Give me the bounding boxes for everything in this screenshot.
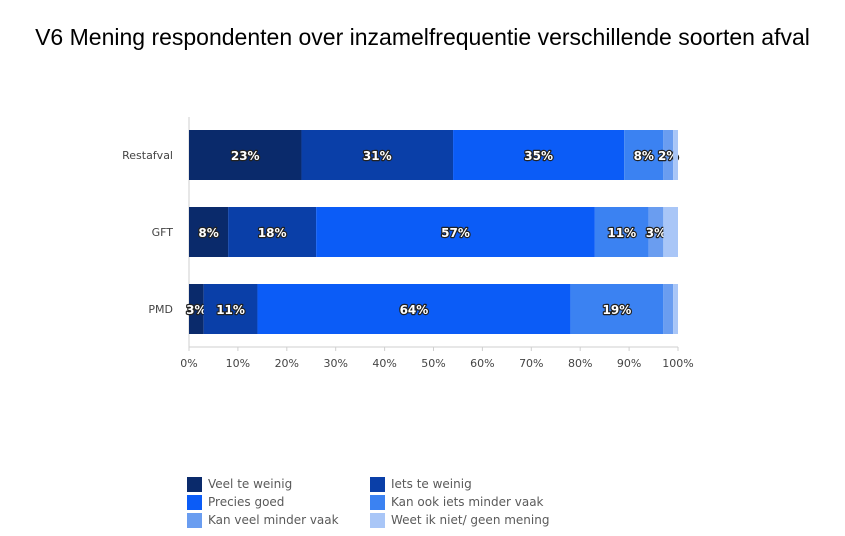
- x-tick-label: 70%: [519, 357, 543, 370]
- data-label: 3%: [646, 226, 666, 240]
- data-label: 19%: [603, 303, 632, 317]
- legend-label: Weet ik niet/ geen mening: [391, 513, 550, 527]
- bar-segment: [673, 130, 678, 180]
- legend-item-iets-te-weinig[interactable]: Iets te weinig: [370, 476, 553, 492]
- x-tick-label: 10%: [226, 357, 250, 370]
- legend-swatch: [187, 494, 202, 510]
- legend-label: Iets te weinig: [391, 477, 472, 491]
- bar-segment: [203, 284, 258, 334]
- legend-item-precies-goed[interactable]: Precies goed: [187, 494, 370, 510]
- bar-segment: [316, 207, 595, 257]
- bar-segment: [257, 284, 571, 334]
- legend-label: Veel te weinig: [208, 477, 293, 491]
- x-tick-label: 40%: [372, 357, 396, 370]
- bar-segment: [189, 207, 229, 257]
- legend-item-veel-te-weinig[interactable]: Veel te weinig: [187, 476, 370, 492]
- bar-segment: [663, 284, 674, 334]
- data-label: 3%: [186, 303, 206, 317]
- x-tick-label: 20%: [275, 357, 299, 370]
- bar-segment: [594, 207, 649, 257]
- bar-segment: [663, 207, 678, 257]
- data-label: 35%: [524, 149, 553, 163]
- category-label: GFT: [152, 226, 174, 239]
- bar-segment: [648, 207, 664, 257]
- data-label: 8%: [634, 149, 654, 163]
- legend: Veel te weinig Iets te weinig Precies go…: [187, 476, 553, 528]
- x-tick-label: 80%: [568, 357, 592, 370]
- legend-swatch: [187, 512, 202, 528]
- legend-label: Kan ook iets minder vaak: [391, 495, 544, 509]
- x-tick-label: 30%: [323, 357, 347, 370]
- bar-segment: [624, 130, 664, 180]
- data-label: 18%: [258, 226, 287, 240]
- bar-segment: [453, 130, 625, 180]
- data-label: 57%: [441, 226, 470, 240]
- data-label: 11%: [216, 303, 245, 317]
- bar-segment: [228, 207, 317, 257]
- legend-item-kan-ook-iets-minder-vaak[interactable]: Kan ook iets minder vaak: [370, 494, 553, 510]
- legend-item-weet-ik-niet[interactable]: Weet ik niet/ geen mening: [370, 512, 553, 528]
- bar-segment: [189, 284, 204, 334]
- legend-swatch: [187, 476, 202, 492]
- legend-swatch: [370, 512, 385, 528]
- legend-swatch: [370, 476, 385, 492]
- data-label: 64%: [400, 303, 429, 317]
- bar-segment: [663, 130, 674, 180]
- legend-label: Precies goed: [208, 495, 285, 509]
- legend-label: Kan veel minder vaak: [208, 513, 339, 527]
- x-tick-label: 60%: [470, 357, 494, 370]
- bar-segment: [189, 130, 302, 180]
- data-label: 23%: [231, 149, 260, 163]
- legend-item-kan-veel-minder-vaak[interactable]: Kan veel minder vaak: [187, 512, 370, 528]
- bar-segment: [673, 284, 678, 334]
- x-tick-label: 50%: [421, 357, 445, 370]
- x-tick-label: 90%: [617, 357, 641, 370]
- category-label: PMD: [148, 303, 173, 316]
- data-label: 11%: [607, 226, 636, 240]
- chart-title: V6 Mening respondenten over inzamelfrequ…: [35, 24, 810, 50]
- x-tick-label: 100%: [662, 357, 693, 370]
- data-label: 31%: [363, 149, 392, 163]
- bar-segment: [301, 130, 454, 180]
- bar-segment: [570, 284, 664, 334]
- legend-swatch: [370, 494, 385, 510]
- category-label: Restafval: [122, 149, 173, 162]
- data-label: 8%: [198, 226, 218, 240]
- x-tick-label: 0%: [180, 357, 197, 370]
